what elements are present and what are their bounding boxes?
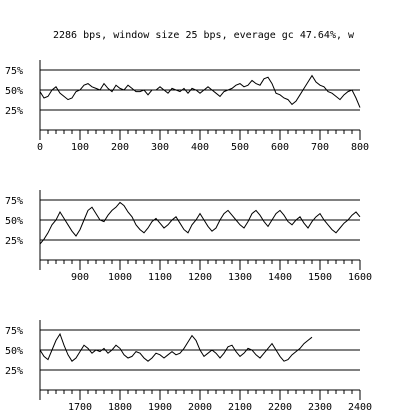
x-tick-label: 200: [111, 142, 129, 153]
y-tick-label: 25%: [5, 236, 23, 247]
x-tick-label: 2300: [308, 402, 332, 413]
y-tick-label: 25%: [5, 366, 23, 377]
y-tick-label: 25%: [5, 106, 23, 117]
y-tick-label: 75%: [5, 196, 23, 207]
y-tick-label: 50%: [5, 216, 23, 227]
x-tick-label: 1700: [68, 402, 92, 413]
x-tick-label: 1500: [308, 272, 332, 283]
gc-series-line: [39, 201, 361, 245]
x-tick-label: 2000: [188, 402, 212, 413]
x-tick-label: 2100: [228, 402, 252, 413]
x-tick-label: 700: [311, 142, 329, 153]
gc-series-line: [39, 332, 313, 362]
x-tick-label: 2400: [348, 402, 372, 413]
x-tick-label: 1400: [268, 272, 292, 283]
x-tick-label: 1100: [148, 272, 172, 283]
x-tick-label: 0: [37, 142, 43, 153]
x-tick-label: 1300: [228, 272, 252, 283]
x-tick-label: 800: [351, 142, 369, 153]
x-tick-label: 1800: [108, 402, 132, 413]
y-tick-label: 75%: [5, 66, 23, 77]
gc-series-line: [39, 74, 361, 108]
x-tick-label: 900: [71, 272, 89, 283]
x-tick-label: 600: [271, 142, 289, 153]
x-tick-label: 300: [151, 142, 169, 153]
x-tick-label: 1900: [148, 402, 172, 413]
y-tick-label: 75%: [5, 326, 23, 337]
chart-title: 2286 bps, window size 25 bps, everage gc…: [53, 30, 355, 41]
x-tick-label: 1600: [348, 272, 372, 283]
x-tick-label: 2200: [268, 402, 292, 413]
x-tick-label: 100: [71, 142, 89, 153]
x-tick-label: 1000: [108, 272, 132, 283]
x-tick-label: 500: [231, 142, 249, 153]
y-tick-label: 50%: [5, 346, 23, 357]
x-tick-label: 400: [191, 142, 209, 153]
y-tick-label: 50%: [5, 86, 23, 97]
x-tick-label: 1200: [188, 272, 212, 283]
